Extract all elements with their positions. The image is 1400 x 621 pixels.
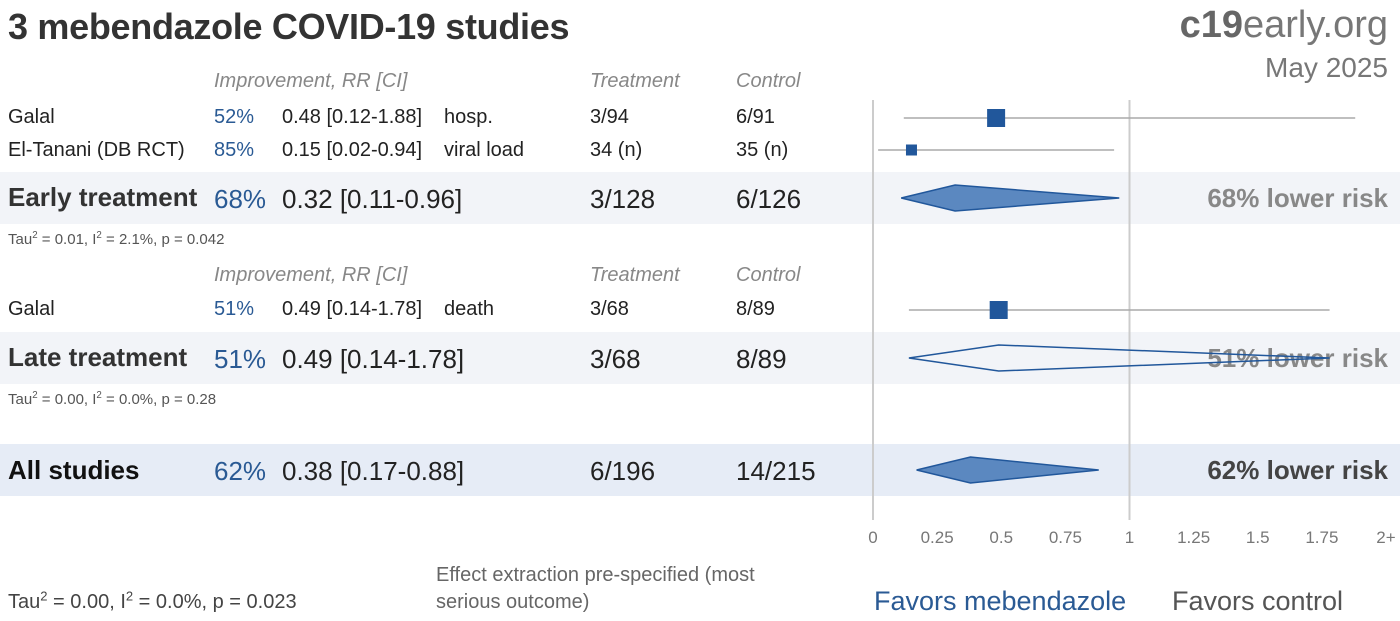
- late-summary-band: [0, 332, 1400, 384]
- study-outcome: hosp.: [444, 106, 493, 128]
- col-header-treatment: Treatment: [590, 264, 680, 286]
- study-marker: [989, 301, 1008, 319]
- col-header-improvement: Improvement, RR [CI]: [214, 70, 408, 92]
- study-control: 6/91: [736, 106, 775, 128]
- site-logo: c19early.org: [1179, 4, 1388, 46]
- all-studies-risk-label: 62% lower risk: [1207, 455, 1388, 485]
- page-title: 3 mebendazole COVID-19 studies: [8, 6, 570, 47]
- subgroup-treatment: 3/68: [590, 344, 641, 374]
- all-studies-name: All studies: [8, 455, 140, 485]
- study-treatment: 3/68: [590, 298, 629, 320]
- study-name: El-Tanani (DB RCT): [8, 139, 185, 161]
- study-name: Galal: [8, 106, 55, 128]
- favors-control-label: Favors control: [1172, 586, 1344, 616]
- study-treatment: 34 (n): [590, 139, 643, 161]
- subgroup-name: Early treatment: [8, 182, 198, 212]
- study-rr: 0.15 [0.02-0.94]: [282, 139, 423, 161]
- col-header-treatment: Treatment: [590, 70, 680, 92]
- subgroup-heterogeneity: Tau2 = 0.01, I2 = 2.1%, p = 0.042: [8, 230, 225, 248]
- x-tick-label: 0: [868, 528, 877, 547]
- study-outcome: viral load: [444, 139, 525, 161]
- subgroup-risk-label: 51% lower risk: [1207, 343, 1388, 373]
- subgroup-treatment: 3/128: [590, 184, 656, 214]
- subgroup-heterogeneity: Tau2 = 0.00, I2 = 0.0%, p = 0.28: [8, 390, 217, 408]
- x-tick-label: 0.75: [1049, 528, 1082, 547]
- subgroup-improvement: 51%: [214, 344, 267, 374]
- study-rr: 0.48 [0.12-1.88]: [282, 106, 423, 128]
- study-improvement: 85%: [214, 139, 255, 161]
- subgroup-risk-label: 68% lower risk: [1207, 183, 1388, 213]
- study-control: 8/89: [736, 298, 775, 320]
- all-studies-control: 14/215: [736, 456, 816, 486]
- subgroup-rr: 0.49 [0.14-1.78]: [282, 344, 465, 374]
- x-tick-label: 0.25: [921, 528, 954, 547]
- study-outcome: death: [444, 298, 495, 320]
- study-name: Galal: [8, 298, 55, 320]
- subgroup-name: Late treatment: [8, 342, 188, 372]
- study-treatment: 3/94: [590, 106, 629, 128]
- summary-diamond: [916, 456, 1099, 484]
- study-marker: [905, 144, 917, 156]
- x-tick-label: 1.75: [1305, 528, 1338, 547]
- all-studies-treatment: 6/196: [590, 456, 656, 486]
- col-header-improvement: Improvement, RR [CI]: [214, 264, 408, 286]
- x-tick-label: 1.25: [1177, 528, 1210, 547]
- publication-date: May 2025: [1265, 52, 1388, 83]
- subgroup-improvement: 68%: [214, 184, 267, 214]
- favors-treatment-label: Favors mebendazole: [874, 586, 1127, 616]
- study-marker: [987, 109, 1006, 127]
- x-tick-label: 1: [1125, 528, 1134, 547]
- all-summary-band: [0, 444, 1400, 496]
- subgroup-control: 6/126: [736, 184, 802, 214]
- study-rr: 0.49 [0.14-1.78]: [282, 298, 423, 320]
- x-tick-label: 1.5: [1246, 528, 1270, 547]
- x-tick-label: 2+: [1376, 528, 1395, 547]
- overall-heterogeneity: Tau2 = 0.00, I2 = 0.0%, p = 0.023: [8, 588, 297, 613]
- early-summary-band: [0, 172, 1400, 224]
- study-improvement: 51%: [214, 298, 255, 320]
- summary-diamond: [908, 344, 1330, 372]
- extraction-note: Effect extraction pre-specified (most se…: [436, 564, 755, 613]
- subgroup-control: 8/89: [736, 344, 787, 374]
- all-studies-rr: 0.38 [0.17-0.88]: [282, 456, 465, 486]
- col-header-control: Control: [736, 264, 801, 286]
- x-tick-label: 0.5: [989, 528, 1013, 547]
- all-studies-improvement: 62%: [214, 456, 267, 486]
- subgroup-rr: 0.32 [0.11-0.96]: [282, 184, 463, 214]
- study-improvement: 52%: [214, 106, 255, 128]
- summary-diamond: [901, 184, 1120, 212]
- study-control: 35 (n): [736, 139, 789, 161]
- col-header-control: Control: [736, 70, 801, 92]
